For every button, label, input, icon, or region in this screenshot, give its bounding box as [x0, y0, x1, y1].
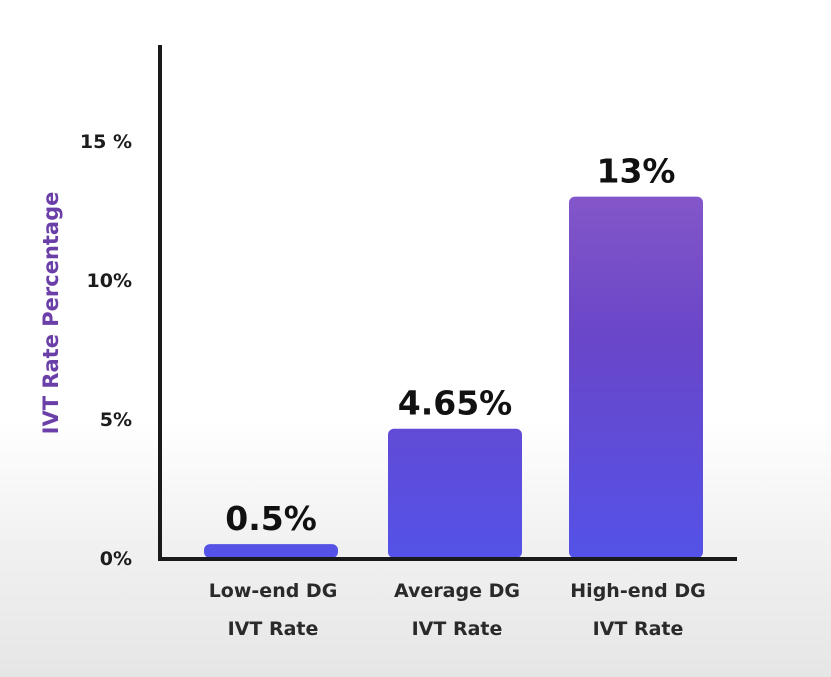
bar — [388, 428, 522, 558]
bar-value-label: 13% — [597, 152, 676, 191]
x-category-label: Low-end DG — [209, 580, 338, 602]
x-category-label: High-end DG — [570, 580, 705, 602]
bar — [569, 196, 703, 558]
y-tick-label: 0% — [100, 548, 132, 570]
y-axis-label: IVT Rate Percentage — [39, 192, 63, 435]
x-category-label: IVT Rate — [412, 618, 503, 640]
x-category-label: IVT Rate — [228, 618, 319, 640]
y-tick-label: 10% — [87, 270, 132, 292]
bar — [204, 544, 338, 558]
y-tick-label: 15 % — [80, 131, 132, 153]
bar-value-label: 4.65% — [398, 384, 513, 423]
x-category-label: Average DG — [394, 580, 520, 602]
y-tick-label: 5% — [100, 409, 132, 431]
x-category-label: IVT Rate — [593, 618, 684, 640]
bar-value-label: 0.5% — [225, 499, 317, 538]
